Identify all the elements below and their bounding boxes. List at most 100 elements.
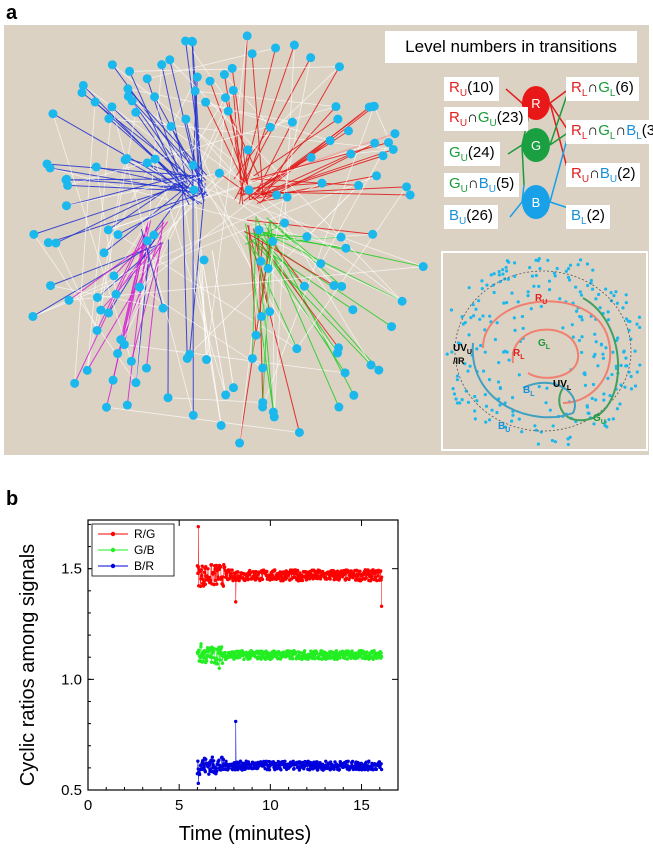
inset-node bbox=[604, 287, 608, 291]
network-node bbox=[228, 85, 238, 95]
inset-label: RL bbox=[513, 348, 525, 361]
inset-node bbox=[583, 383, 588, 387]
network-node bbox=[334, 343, 344, 353]
network-edge bbox=[139, 237, 152, 288]
network-edge bbox=[272, 241, 275, 417]
network-node bbox=[142, 158, 152, 168]
inset-node bbox=[601, 352, 605, 356]
data-point bbox=[356, 572, 360, 576]
network-node bbox=[51, 238, 61, 248]
network-node bbox=[325, 136, 335, 146]
network-node bbox=[201, 97, 211, 107]
inset-node bbox=[455, 374, 459, 378]
inset-node bbox=[597, 292, 601, 297]
network-edge bbox=[227, 110, 260, 177]
data-point bbox=[218, 658, 222, 662]
network-edge bbox=[106, 406, 300, 433]
inset-node bbox=[590, 287, 595, 291]
inset-node bbox=[458, 401, 462, 405]
inset-node bbox=[561, 326, 565, 330]
network-node bbox=[316, 259, 326, 269]
data-point bbox=[246, 760, 251, 764]
data-point bbox=[234, 719, 238, 724]
inset-node bbox=[638, 363, 642, 367]
data-point bbox=[254, 569, 258, 574]
inset-node bbox=[490, 408, 494, 412]
inset-node bbox=[603, 420, 607, 424]
network-edge bbox=[296, 186, 407, 349]
inset-node bbox=[507, 260, 511, 264]
inset-node bbox=[536, 442, 540, 446]
network-node bbox=[242, 31, 252, 41]
data-point bbox=[221, 757, 226, 762]
network-node bbox=[42, 159, 52, 169]
inset-node bbox=[576, 263, 580, 267]
data-point bbox=[246, 577, 251, 581]
data-point bbox=[200, 564, 204, 568]
inset-node bbox=[460, 398, 464, 402]
network-graph bbox=[28, 31, 428, 448]
inset-node bbox=[578, 258, 583, 262]
inset-node bbox=[605, 425, 609, 429]
data-point bbox=[242, 657, 246, 662]
inset-node bbox=[475, 399, 479, 403]
network-edge bbox=[108, 142, 375, 231]
inset-node bbox=[585, 405, 590, 409]
inset-node bbox=[463, 362, 467, 366]
network-edge bbox=[262, 106, 375, 408]
data-point bbox=[366, 569, 371, 574]
data-point bbox=[248, 571, 253, 575]
data-point bbox=[324, 759, 328, 764]
data-point bbox=[260, 577, 265, 582]
inset-node bbox=[473, 409, 477, 413]
inset-node bbox=[473, 394, 477, 399]
network-node bbox=[256, 256, 266, 266]
inset-node bbox=[574, 285, 578, 289]
network-edge bbox=[251, 153, 352, 200]
inset-node bbox=[496, 380, 501, 384]
network-edge bbox=[253, 228, 271, 312]
network-edge bbox=[253, 105, 375, 200]
network-edge bbox=[120, 90, 234, 340]
data-point bbox=[379, 578, 383, 582]
inset-node bbox=[590, 396, 594, 401]
network-node bbox=[188, 410, 198, 420]
legend-swatch-marker bbox=[110, 547, 116, 553]
panel-b-letter: b bbox=[6, 488, 19, 510]
network-node bbox=[265, 122, 275, 132]
inset-label: BL bbox=[523, 385, 535, 398]
data-point bbox=[340, 575, 345, 579]
inset-node bbox=[580, 350, 584, 355]
inset-node bbox=[460, 315, 464, 319]
inset-node bbox=[512, 316, 516, 320]
network-node bbox=[247, 49, 257, 59]
inset-node bbox=[529, 307, 533, 311]
network-node bbox=[223, 106, 233, 116]
data-point bbox=[203, 649, 208, 653]
data-point bbox=[214, 563, 219, 568]
data-point bbox=[223, 650, 227, 655]
network-edge bbox=[131, 100, 338, 354]
network-edge bbox=[248, 242, 269, 269]
inset-node bbox=[478, 317, 482, 321]
network-node bbox=[82, 365, 92, 375]
network-edge bbox=[52, 113, 132, 362]
network-edge bbox=[97, 66, 340, 298]
inset-node bbox=[513, 328, 517, 333]
data-point bbox=[215, 657, 219, 662]
network-node bbox=[344, 126, 354, 136]
inset-node bbox=[564, 269, 568, 273]
data-point bbox=[221, 584, 226, 588]
inset-node bbox=[624, 293, 628, 297]
inset-node bbox=[507, 358, 511, 362]
data-point bbox=[294, 650, 298, 654]
data-point bbox=[334, 649, 339, 653]
inset-node bbox=[546, 258, 550, 262]
inset-node bbox=[570, 323, 574, 327]
level-label-right: RL∩GL∩BL(3) bbox=[566, 120, 653, 144]
data-point bbox=[214, 766, 219, 771]
network-edge bbox=[129, 71, 190, 206]
network-edge bbox=[192, 165, 207, 360]
network-node bbox=[166, 121, 176, 131]
inset-node bbox=[505, 301, 509, 305]
